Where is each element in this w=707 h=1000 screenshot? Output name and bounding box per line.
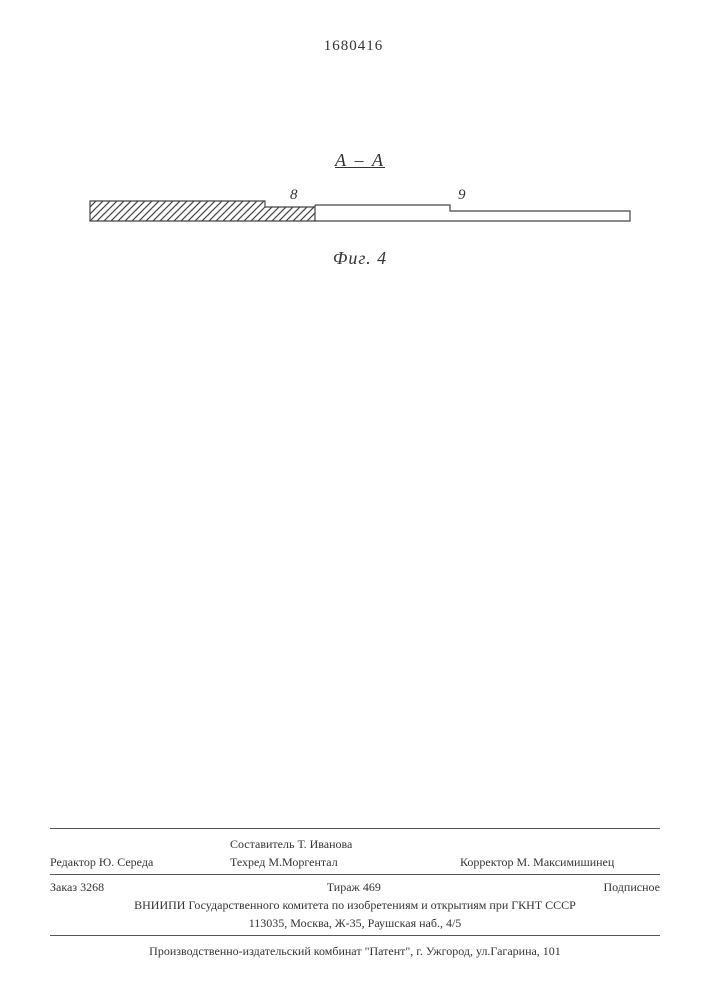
org-line-2: 113035, Москва, Ж-35, Раушская наб., 4/5 — [50, 914, 660, 932]
ref-9-label: 9 — [458, 189, 466, 203]
figure-4: А – А 8 9 Фиг. 4 — [80, 150, 640, 269]
figure-caption: Фиг. 4 — [80, 248, 640, 269]
compiler-credit: Составитель Т. Иванова — [230, 835, 460, 853]
imprint-footer: Редактор Ю. Середа Составитель Т. Иванов… — [50, 825, 660, 960]
signed-label: Подписное — [603, 878, 660, 896]
corrector-credit: Корректор М. Максимишинец — [460, 835, 660, 871]
tirage: Тираж 469 — [327, 878, 381, 896]
techred-credit: Техред М.Моргентал — [230, 853, 460, 871]
document-number: 1680416 — [0, 38, 707, 55]
print-line: Производственно-издательский комбинат "П… — [50, 942, 660, 960]
editor-credit: Редактор Ю. Середа — [50, 835, 230, 871]
ref-8-label: 8 — [290, 189, 298, 203]
cross-section-drawing: 8 9 — [80, 189, 640, 244]
org-line-1: ВНИИПИ Государственного комитета по изоб… — [50, 896, 660, 914]
order-number: Заказ 3268 — [50, 878, 104, 896]
section-label: А – А — [80, 150, 640, 171]
